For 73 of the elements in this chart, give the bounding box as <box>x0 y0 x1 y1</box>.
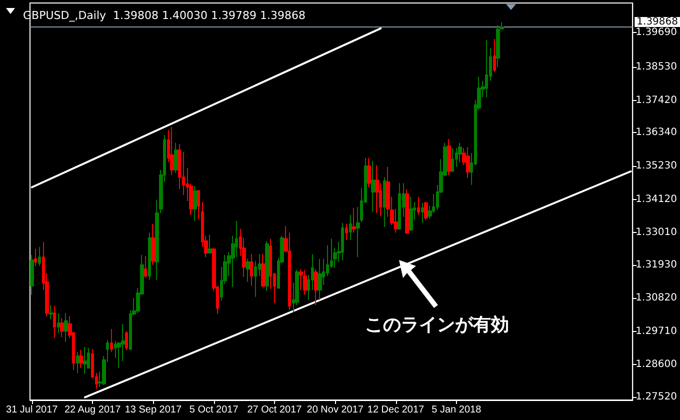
ref-line-label: 1.39868 <box>636 16 678 28</box>
candlestick <box>318 258 322 300</box>
candlestick <box>303 269 307 296</box>
candlestick <box>409 196 413 232</box>
y-tick-label: 1.31930 <box>636 259 678 270</box>
x-tick-label: 27 Oct 2017 <box>247 404 302 416</box>
x-tick-label: 13 Sep 2017 <box>124 404 182 416</box>
candlestick <box>49 304 53 320</box>
x-tick-label: 5 Jan 2018 <box>432 404 482 416</box>
candlestick <box>197 189 200 220</box>
candlestick <box>30 254 34 296</box>
candlestick <box>299 268 303 291</box>
candlestick <box>421 202 424 224</box>
x-tick-label: 5 Oct 2017 <box>189 404 239 416</box>
candlestick <box>193 186 197 222</box>
candlestick <box>341 222 344 261</box>
candlestick <box>356 206 360 258</box>
candlestick <box>208 234 212 254</box>
candlestick <box>447 138 451 176</box>
y-tick-label: 1.27520 <box>636 392 678 403</box>
candlestick <box>174 142 178 174</box>
y-tick-label: 1.39690 <box>636 26 678 38</box>
y-tick-label: 1.35230 <box>636 160 678 172</box>
candlestick <box>79 349 83 368</box>
candlestick <box>375 164 379 214</box>
candlestick <box>398 182 401 230</box>
candlestick <box>451 148 454 172</box>
candlestick <box>458 142 462 163</box>
candlestick <box>349 214 352 240</box>
candlestick <box>345 223 348 240</box>
y-tick-label: 1.37420 <box>636 94 678 106</box>
candlestick <box>125 330 128 350</box>
candlestick <box>144 255 147 278</box>
candlestick <box>110 328 113 353</box>
candlestick <box>417 196 420 216</box>
candlestick <box>261 254 265 288</box>
candlestick <box>76 352 79 374</box>
candlestick <box>170 126 174 176</box>
y-tick-label: 1.38530 <box>636 62 678 73</box>
candlestick <box>265 240 269 292</box>
candlestick <box>53 305 56 338</box>
candlestick <box>405 188 409 235</box>
x-tick-label: 12 Dec 2017 <box>367 404 425 416</box>
y-tick-label: 1.36340 <box>636 127 678 138</box>
candlestick <box>148 232 151 280</box>
candlestick <box>466 146 470 178</box>
x-tick-label: 22 Aug 2017 <box>64 404 122 416</box>
x-tick-label: 20 Nov 2017 <box>306 404 364 416</box>
annotation: このラインが有効 <box>365 314 509 336</box>
candlestick <box>60 317 64 338</box>
candlestick <box>64 312 68 342</box>
candlestick <box>367 157 371 188</box>
candlestick <box>34 248 37 267</box>
candlestick <box>371 160 375 212</box>
candlestick <box>246 258 250 282</box>
candlestick <box>57 312 60 334</box>
candlestick <box>496 24 500 68</box>
candlestick <box>151 223 155 266</box>
y-tick-label: 1.28600 <box>636 359 678 370</box>
x-tick-label: 31 Jul 2017 <box>6 404 58 416</box>
candlestick <box>493 38 496 72</box>
candlestick <box>250 254 253 286</box>
y-tick-label: 1.29710 <box>636 326 678 337</box>
y-tick-label: 1.30820 <box>636 292 678 304</box>
y-tick-label: 1.33010 <box>636 227 678 238</box>
candlestick <box>383 176 386 228</box>
candlestick <box>485 39 488 98</box>
candlestick <box>314 268 318 306</box>
candlestick <box>352 207 356 234</box>
y-tick-label: 1.34120 <box>636 194 678 205</box>
candlestick <box>38 246 41 267</box>
candlestick <box>424 201 428 220</box>
candlestick <box>83 346 87 374</box>
